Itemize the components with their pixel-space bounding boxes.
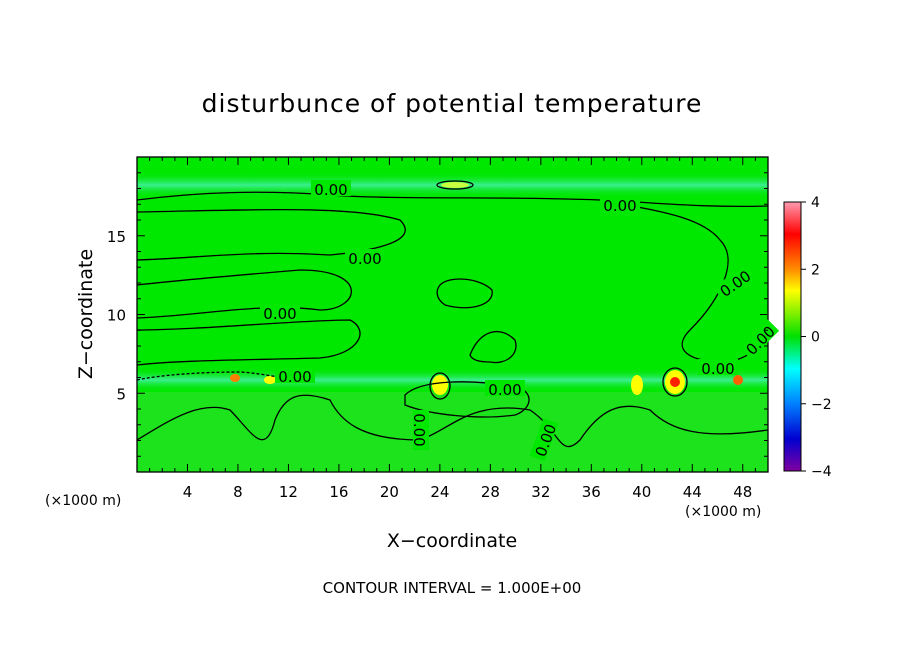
contour-label-text: 0.00 xyxy=(278,368,311,386)
contour-label: 0.00 xyxy=(275,367,315,386)
contour-line xyxy=(137,319,361,366)
colorbar xyxy=(783,201,802,472)
contour-label-bg xyxy=(260,304,300,320)
x-tick-label: 44 xyxy=(683,483,702,501)
heatmap-field xyxy=(137,157,768,472)
warm-cell xyxy=(441,182,469,188)
x-axis-label: X−coordinate xyxy=(387,530,517,552)
contour-line xyxy=(137,208,406,261)
warm-cell xyxy=(432,375,448,395)
contour-label-bg xyxy=(698,359,738,375)
x-tick-label: 12 xyxy=(279,483,298,501)
contour-label-text: 0.00 xyxy=(314,181,347,199)
x-tick-label: 16 xyxy=(329,483,348,501)
colorbar-ticks: 4 2 0 −2 −4 xyxy=(801,195,832,480)
contour-labels: 0.000.000.000.000.000.000.000.000.00 0.00… xyxy=(260,180,780,462)
contour-label: 0.00 xyxy=(260,304,300,323)
contour-label-bg xyxy=(311,180,351,196)
contour-label: 0.00 xyxy=(410,410,429,450)
x-tick-label: 48 xyxy=(733,483,752,501)
contour-label: 0.00 xyxy=(698,359,738,378)
lower-region xyxy=(137,392,768,472)
x-tick-label: 4 xyxy=(183,483,193,501)
contour-label-text: 0.00 xyxy=(348,250,381,268)
x-tick-label: 36 xyxy=(582,483,601,501)
x-tick-label: 24 xyxy=(430,483,449,501)
contour-line xyxy=(469,331,517,364)
contour-label-bg xyxy=(413,410,429,450)
contour-label-text: 0.00 xyxy=(263,305,296,323)
y-tick-label: 10 xyxy=(107,307,126,325)
y-tick-label: 5 xyxy=(116,385,126,403)
colorbar-tick-label: 0 xyxy=(811,330,820,346)
contour-label-bg xyxy=(345,249,385,265)
colorbar-tick-label: −2 xyxy=(811,397,832,413)
chart-title: disturbunce of potential temperature xyxy=(202,89,703,118)
contour-line xyxy=(404,381,530,418)
contour-line xyxy=(662,367,688,397)
y-tick-label: 15 xyxy=(107,228,126,246)
y-axis: 5 10 15 xyxy=(107,172,768,457)
hot-cell xyxy=(670,377,680,387)
contour-label-text: 0.00 xyxy=(488,381,521,399)
colorbar-tick-label: 2 xyxy=(811,262,820,278)
contour-label-bg xyxy=(485,380,525,396)
colorbar-tick-label: −4 xyxy=(811,464,832,480)
contour-label: 0.00 xyxy=(600,196,640,215)
x-axis: 4 8 12 16 20 24 28 32 36 40 44 48 xyxy=(149,157,756,501)
colorbar-tick-label: 4 xyxy=(811,195,820,211)
x-tick-label: 8 xyxy=(233,483,243,501)
contour-label-bg xyxy=(529,418,559,462)
x-unit-label: (×1000 m) xyxy=(45,493,121,509)
contour-line xyxy=(436,278,493,309)
contour-label-text: 0.00 xyxy=(410,413,428,446)
x-tick-label: 32 xyxy=(531,483,550,501)
x-tick-label: 20 xyxy=(380,483,399,501)
x-tick-label: 40 xyxy=(632,483,651,501)
contour-label-text: 0.00 xyxy=(603,197,636,215)
hot-cell xyxy=(733,375,743,385)
z-unit-label: (×1000 m) xyxy=(685,504,761,520)
contour-label-text: 0.00 xyxy=(701,360,734,378)
contour-label-bg xyxy=(739,319,780,360)
contour-label-bg xyxy=(600,196,640,212)
contour-line xyxy=(137,191,768,208)
contour-label: 0.00 xyxy=(311,180,351,199)
contour-label: 0.00 xyxy=(485,380,525,399)
contour-label-bg xyxy=(713,264,756,301)
contour-label: 0.00 xyxy=(345,249,385,268)
x-tick-label: 28 xyxy=(481,483,500,501)
hot-cell xyxy=(230,374,240,382)
contour-line xyxy=(436,180,474,190)
contour-line xyxy=(137,269,352,319)
warm-cell xyxy=(631,375,643,395)
contour-interval-note: CONTOUR INTERVAL = 1.000E+00 xyxy=(323,579,582,597)
warm-cell xyxy=(264,376,276,384)
contour-line xyxy=(429,372,451,400)
contour-label-bg xyxy=(275,367,315,383)
y-axis-label: Z−coordinate xyxy=(75,249,97,379)
